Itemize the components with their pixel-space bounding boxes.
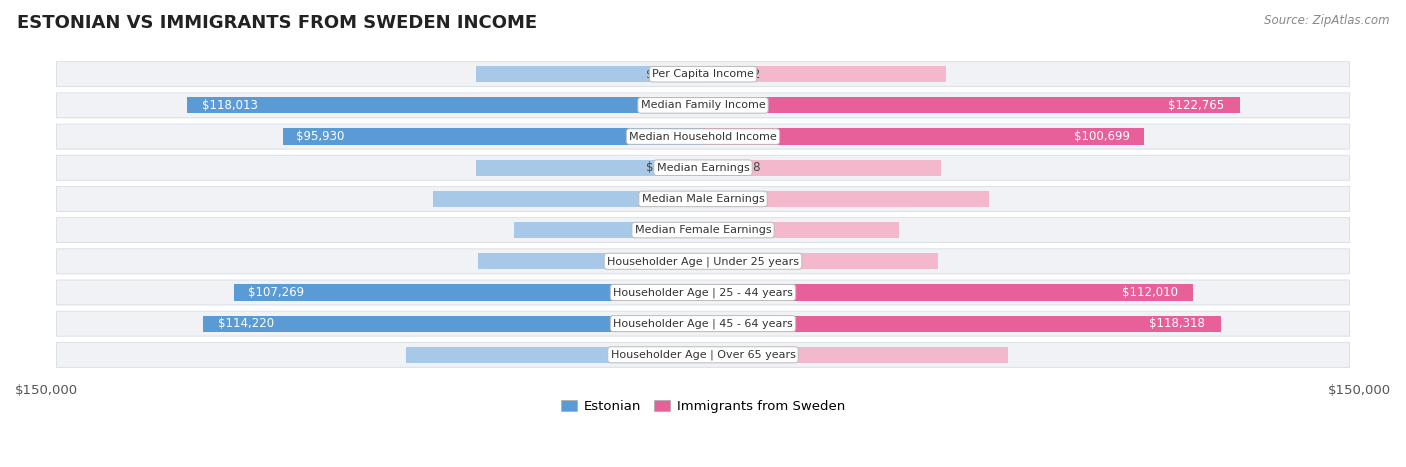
Bar [703,128,1143,145]
FancyBboxPatch shape [56,62,1350,87]
Bar [202,316,703,332]
Bar [477,66,703,82]
Text: $54,478: $54,478 [711,161,761,174]
FancyBboxPatch shape [56,218,1350,242]
Bar [515,222,703,238]
Bar [703,97,1240,113]
FancyBboxPatch shape [56,249,1350,274]
Text: $122,765: $122,765 [1168,99,1225,112]
Text: $118,318: $118,318 [1149,317,1205,330]
FancyBboxPatch shape [56,186,1350,212]
Text: $107,269: $107,269 [247,286,304,299]
Bar [478,253,703,269]
Text: Source: ZipAtlas.com: Source: ZipAtlas.com [1264,14,1389,27]
FancyBboxPatch shape [56,93,1350,118]
FancyBboxPatch shape [56,62,1350,87]
Bar [703,191,990,207]
Text: $100,699: $100,699 [1074,130,1130,143]
FancyBboxPatch shape [56,155,1350,180]
Text: $51,875: $51,875 [645,68,695,81]
Bar [477,160,703,176]
Text: $53,621: $53,621 [711,255,761,268]
Bar [703,347,1008,363]
Bar [187,97,703,113]
Bar [703,222,898,238]
Text: Per Capita Income: Per Capita Income [652,69,754,79]
Text: $61,710: $61,710 [645,192,695,205]
Bar [406,347,703,363]
Text: Householder Age | Under 25 years: Householder Age | Under 25 years [607,256,799,267]
Text: $95,930: $95,930 [295,130,344,143]
FancyBboxPatch shape [56,342,1350,367]
Text: Median Household Income: Median Household Income [628,132,778,142]
Bar [283,128,703,145]
Text: $112,010: $112,010 [1122,286,1178,299]
Text: $65,406: $65,406 [711,192,761,205]
Bar [433,191,703,207]
Text: Median Earnings: Median Earnings [657,163,749,173]
FancyBboxPatch shape [56,311,1350,336]
FancyBboxPatch shape [56,156,1350,181]
Bar [703,253,938,269]
Text: $114,220: $114,220 [218,317,274,330]
Text: Householder Age | 25 - 44 years: Householder Age | 25 - 44 years [613,287,793,297]
Bar [703,316,1220,332]
FancyBboxPatch shape [56,124,1350,149]
Bar [703,160,942,176]
Text: $69,722: $69,722 [711,348,761,361]
Text: $43,106: $43,106 [645,224,695,237]
FancyBboxPatch shape [56,343,1350,368]
Text: $51,523: $51,523 [645,255,695,268]
Text: $67,926: $67,926 [645,348,695,361]
FancyBboxPatch shape [56,280,1350,305]
Text: $51,772: $51,772 [645,161,695,174]
Bar [233,284,703,301]
FancyBboxPatch shape [56,187,1350,212]
Legend: Estonian, Immigrants from Sweden: Estonian, Immigrants from Sweden [555,395,851,419]
Text: ESTONIAN VS IMMIGRANTS FROM SWEDEN INCOME: ESTONIAN VS IMMIGRANTS FROM SWEDEN INCOM… [17,14,537,32]
Text: Median Female Earnings: Median Female Earnings [634,225,772,235]
FancyBboxPatch shape [56,280,1350,305]
FancyBboxPatch shape [56,249,1350,274]
Text: Median Family Income: Median Family Income [641,100,765,110]
Bar [703,284,1194,301]
Text: Householder Age | Over 65 years: Householder Age | Over 65 years [610,350,796,360]
Text: $55,582: $55,582 [711,68,761,81]
Bar [703,66,946,82]
FancyBboxPatch shape [56,124,1350,149]
Text: $44,774: $44,774 [711,224,761,237]
FancyBboxPatch shape [56,311,1350,336]
Text: $118,013: $118,013 [202,99,257,112]
Text: Median Male Earnings: Median Male Earnings [641,194,765,204]
Text: Householder Age | 45 - 64 years: Householder Age | 45 - 64 years [613,318,793,329]
FancyBboxPatch shape [56,218,1350,243]
FancyBboxPatch shape [56,93,1350,118]
